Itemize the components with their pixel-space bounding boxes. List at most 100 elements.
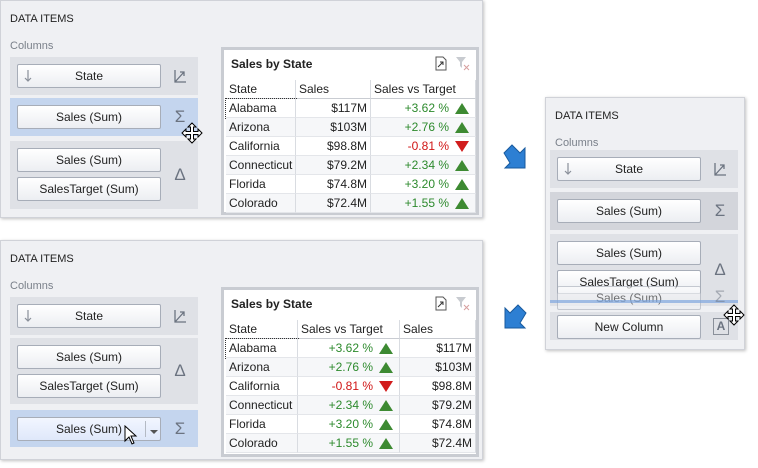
cell: Connecticut [226,156,296,175]
dropdown-arrow [150,425,158,434]
cell: $103M [400,358,476,377]
cell: Arizona [226,358,298,377]
item-button[interactable]: New Column [557,315,701,339]
column-header[interactable]: Sales [296,80,371,99]
item-button[interactable]: Sales (Sum) [17,417,161,441]
item-icon: Σ [174,418,186,438]
cell: Alabama [225,98,297,119]
arrow-down-left [504,304,527,329]
column-header[interactable]: State [226,320,298,339]
item-button[interactable]: Sales (Sum) [557,241,701,265]
cell: $103M [296,118,371,137]
delta-indicator [454,140,470,153]
dropdown-divider [145,421,146,437]
cell: +2.34 % [371,156,476,175]
cell: Colorado [226,434,298,453]
pointer-cursor [124,424,138,445]
panel-header: DATA ITEMS [555,110,619,122]
sort-arrow [23,69,33,83]
cell: California [226,377,298,396]
sort-arrow [23,309,33,323]
delta-indicator [378,380,394,393]
sort-arrow [563,162,573,176]
sort-icon [712,161,728,177]
column-header[interactable]: Sales [400,320,476,339]
item-button[interactable]: Sales (Sum) [17,105,161,129]
cell: +2.34 % [298,396,400,415]
delta-indicator [454,102,470,115]
cell: +1.55 % [371,194,476,213]
item-button[interactable]: Sales (Sum) [17,345,161,369]
grid-title: Sales by State [231,297,313,311]
item-icon: A [713,318,729,335]
item-icon: Σ [714,201,726,220]
delta-indicator [454,159,470,172]
item-button[interactable]: Sales (Sum) [557,199,701,223]
delta-indicator [454,121,470,134]
cell: $117M [400,339,476,358]
column-header[interactable]: Sales vs Target [371,80,476,99]
item-icon: Δ [714,260,726,279]
drag-ghost[interactable]: Sales (Sum) [557,286,701,310]
cell: $98.8M [296,137,371,156]
item-button[interactable]: State [557,157,701,181]
move-cursor [723,304,745,326]
cell: +3.62 % [371,99,476,118]
section-label: Columns [10,280,54,292]
delta-indicator [378,437,394,450]
export-icon [434,56,448,71]
cell: $74.8M [296,175,371,194]
cell: $72.4M [296,194,371,213]
delta-indicator [378,418,394,431]
column-header[interactable]: Sales vs Target [298,320,400,339]
cell: Colorado [226,194,296,213]
cell: +3.20 % [371,175,476,194]
item-button[interactable]: Sales (Sum) [17,148,161,172]
section-label: Columns [10,40,54,52]
cell: $79.2M [400,396,476,415]
cell: +3.62 % [298,339,400,358]
cell: $74.8M [400,415,476,434]
item-icon: Δ [174,361,186,380]
cell: -0.81 % [371,137,476,156]
delta-indicator [454,197,470,210]
column-header[interactable]: State [226,80,296,99]
cell: -0.81 % [298,377,400,396]
sort-icon [172,308,188,324]
sort-icon [172,68,188,84]
item-button[interactable]: State [17,304,161,328]
item-button[interactable]: SalesTarget (Sum) [17,374,161,398]
delta-indicator [378,399,394,412]
cell: +2.76 % [371,118,476,137]
delta-indicator [378,361,394,374]
panel-header: DATA ITEMS [10,13,74,25]
cell: Arizona [226,118,296,137]
cell: $117M [296,99,371,118]
clear-filter-icon [455,56,470,71]
cell: Florida [226,415,298,434]
cell: Connecticut [226,396,298,415]
delta-indicator [378,342,394,355]
cell: California [226,137,296,156]
arrow-down-right [503,144,526,169]
cell: +1.55 % [298,434,400,453]
section-label: Columns [555,137,599,149]
delta-indicator [454,178,470,191]
cell: Florida [226,175,296,194]
item-icon: Δ [174,165,186,184]
item-button[interactable]: State [17,64,161,88]
item-button[interactable]: SalesTarget (Sum) [17,177,161,201]
panel-header: DATA ITEMS [10,253,74,265]
cell: +3.20 % [298,415,400,434]
grid-title: Sales by State [231,57,313,71]
item-icon: Σ [174,107,186,126]
clear-filter-icon [455,296,470,311]
item-icon: Σ [714,287,726,306]
cell: $72.4M [400,434,476,453]
drop-line [550,300,738,303]
export-icon [434,296,448,311]
cell: Alabama [225,338,299,359]
cell: $79.2M [296,156,371,175]
cell: +2.76 % [298,358,400,377]
